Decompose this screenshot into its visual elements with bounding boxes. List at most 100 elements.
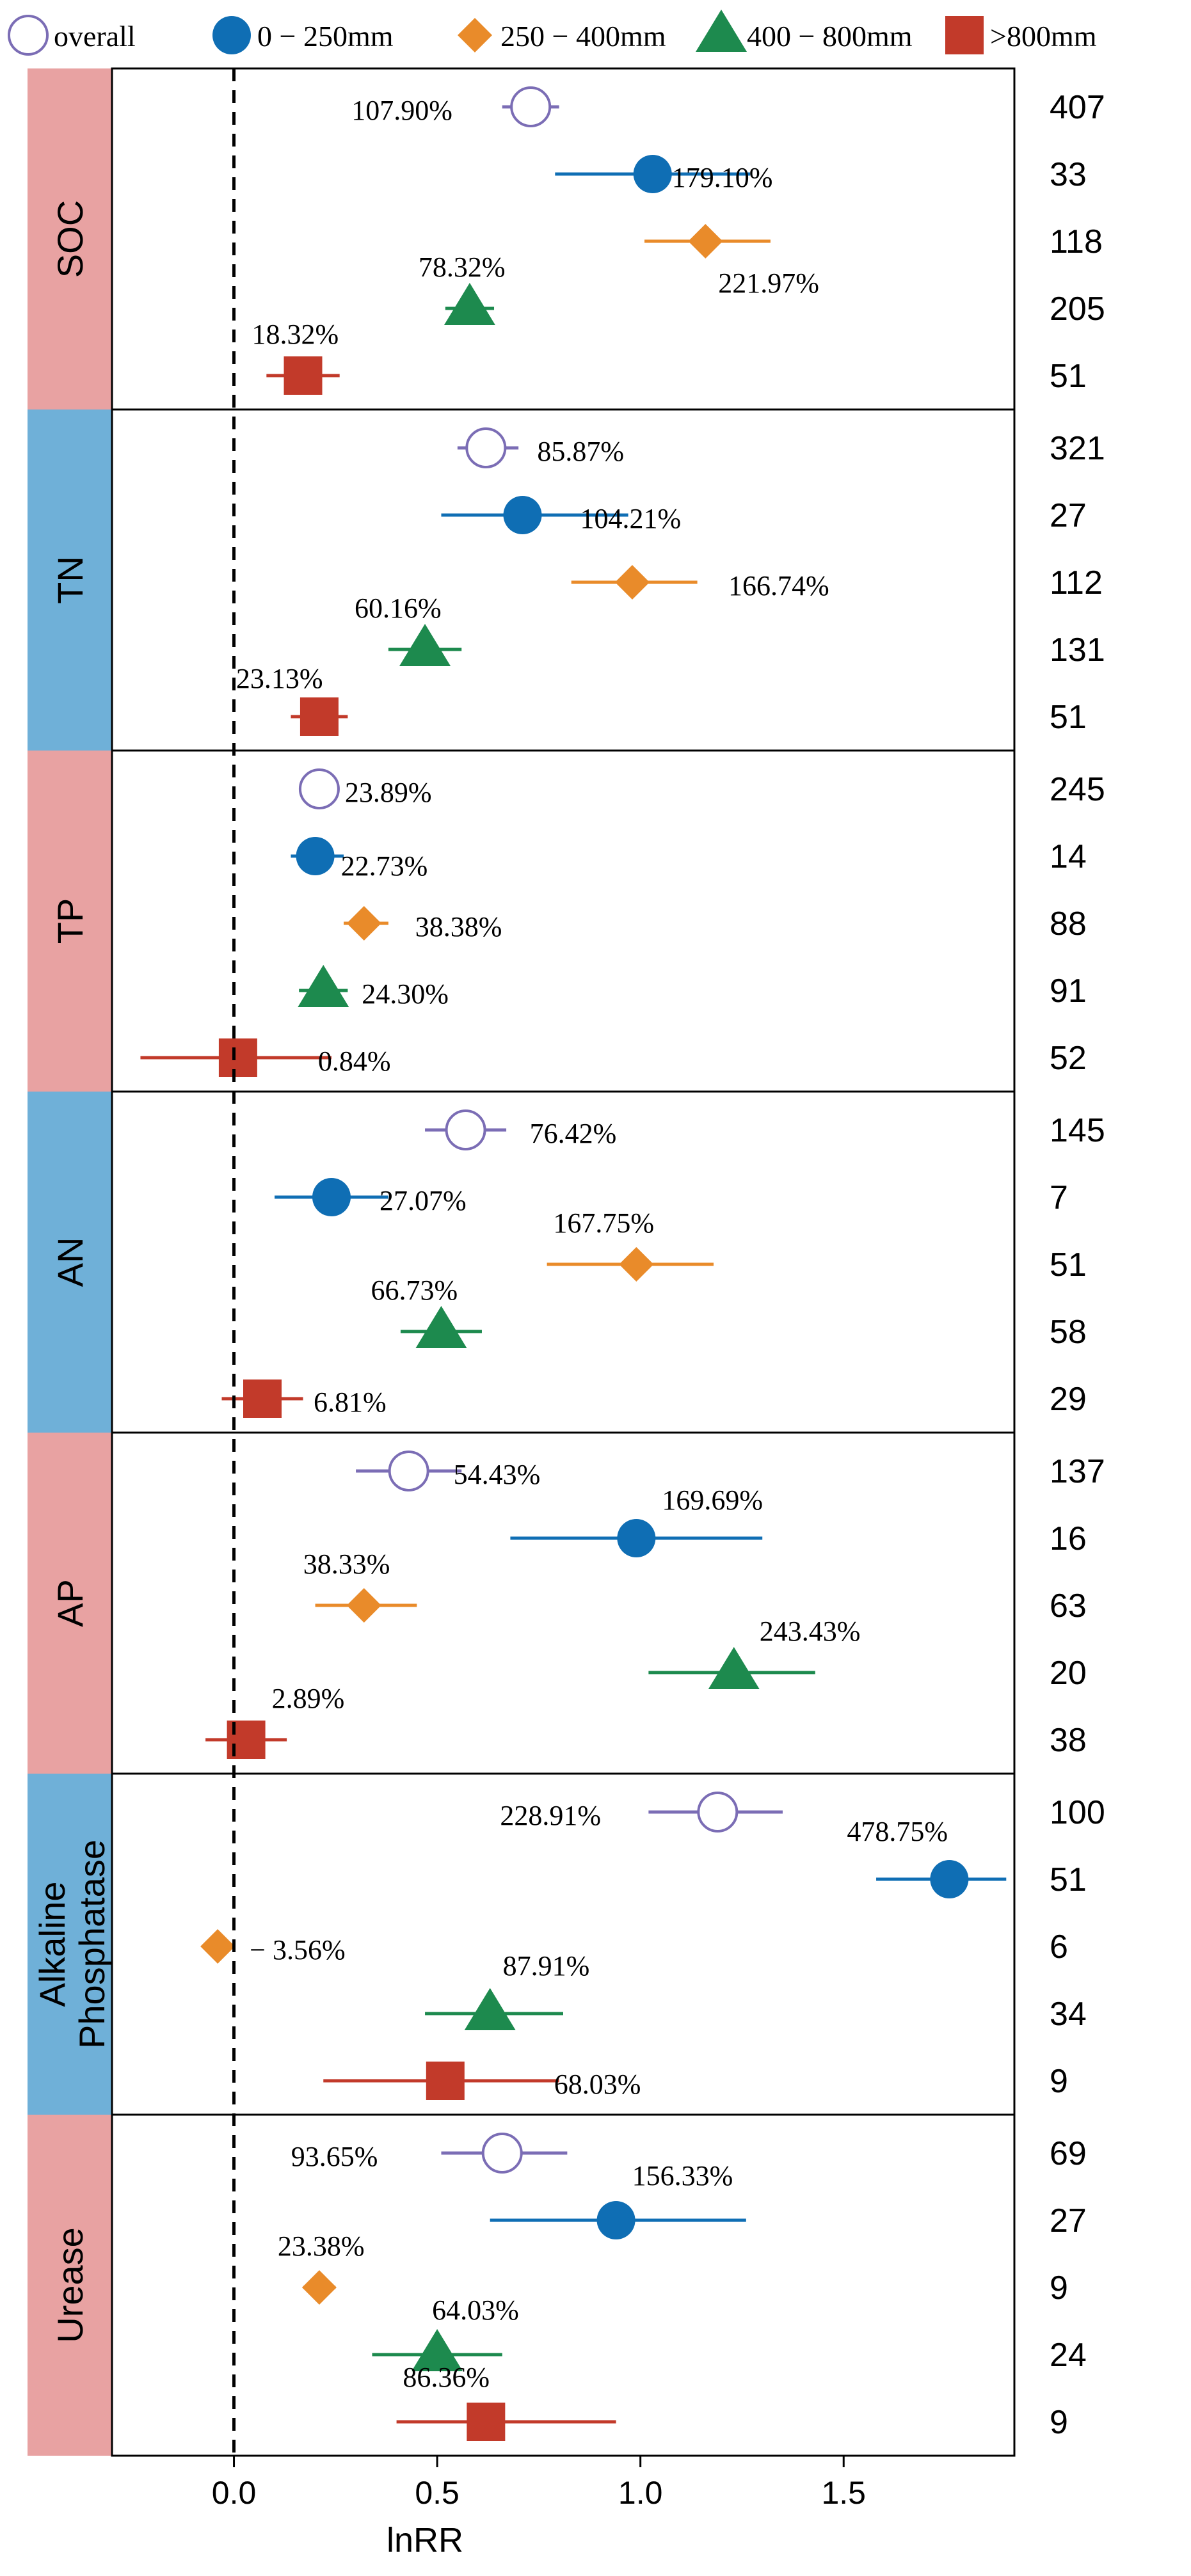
data-row-tn-g1: 104.21%: [441, 496, 681, 534]
point-marker: [619, 1247, 654, 1282]
strip-6: Urease: [28, 2115, 112, 2456]
point-marker: [399, 624, 451, 666]
data-row-tn-g2: 166.74%: [571, 565, 829, 601]
point-marker: [617, 1519, 656, 1557]
data-label: 18.32%: [252, 319, 339, 350]
data-row-alkaline-phosphatase-g4: 68.03%: [323, 2062, 641, 2100]
legend-label-g1: 0 − 250mm: [257, 20, 394, 52]
sample-size: 27: [1050, 2202, 1087, 2239]
strip-3: AN: [28, 1092, 112, 1433]
sample-size: 131: [1050, 632, 1105, 669]
panel-border-0: [111, 67, 1016, 411]
sample-size: 9: [1050, 2270, 1068, 2307]
data-label: 85.87%: [537, 436, 624, 467]
sample-size: 6: [1050, 1928, 1068, 1966]
strip-2: TP: [28, 751, 112, 1092]
x-axis-title: lnRR: [387, 2521, 463, 2559]
point-marker: [481, 2133, 523, 2174]
sample-size: 88: [1050, 905, 1087, 942]
strip-4: AP: [28, 1433, 112, 1774]
data-row-urease-g4: 86.36%: [396, 2362, 616, 2441]
legend-item-g4: >800mm: [945, 16, 1097, 54]
sample-size: 27: [1050, 497, 1087, 534]
sample-size: 58: [1050, 1314, 1087, 1351]
data-row-urease-g2: 23.38%: [278, 2230, 365, 2305]
data-label: 54.43%: [454, 1459, 541, 1490]
strip-label: Urease: [50, 2227, 90, 2343]
data-label: 68.03%: [554, 2069, 641, 2100]
strip-background: [28, 409, 112, 751]
data-label: 38.38%: [415, 911, 502, 942]
data-row-tn-g4: 23.13%: [236, 663, 348, 736]
data-label: 156.33%: [632, 2160, 733, 2191]
panel-strips: SOC TN TP AN AP AlkalinePhosphatase Urease: [28, 68, 112, 2456]
data-row-urease-g3: 64.03%: [372, 2294, 519, 2371]
sample-size: 20: [1050, 1655, 1087, 1692]
data-row-an-g3: 66.73%: [371, 1275, 482, 1348]
data-row-tp-overall: 23.89%: [298, 768, 432, 809]
point-marker: [688, 224, 723, 258]
strip-label-line: Urease: [50, 2227, 90, 2343]
strip-label: AN: [50, 1237, 90, 1287]
data-row-tn-overall: 85.87%: [457, 427, 624, 468]
data-row-tp-g2: 38.38%: [344, 906, 502, 942]
point-marker: [467, 2403, 506, 2441]
sample-size: 63: [1050, 1587, 1087, 1625]
data-label: 243.43%: [760, 1616, 861, 1647]
data-row-soc-overall: 107.90%: [351, 86, 559, 127]
strip-label-line: AP: [50, 1579, 90, 1627]
point-marker: [633, 155, 672, 193]
point-marker: [200, 1929, 236, 1964]
data-row-alkaline-phosphatase-g3: 87.91%: [425, 1950, 589, 2030]
point-marker: [596, 2201, 635, 2239]
sample-size: 33: [1050, 156, 1087, 193]
point-marker: [412, 2329, 463, 2371]
strip-label-line: Phosphatase: [72, 1840, 112, 2049]
data-label: 179.10%: [672, 162, 773, 193]
strip-5: AlkalinePhosphatase: [28, 1774, 112, 2115]
sample-size: 245: [1050, 771, 1105, 808]
data-label: 22.73%: [341, 850, 428, 882]
point-marker: [503, 496, 542, 534]
x-axis: 0.0 0.5 1.0 1.5 lnRR: [212, 2456, 866, 2559]
point-marker: [298, 768, 340, 809]
point-marker: [614, 565, 650, 600]
strip-label: TN: [50, 556, 90, 604]
legend-item-g3: 400 − 800mm: [696, 10, 913, 52]
data-label: 64.03%: [432, 2294, 519, 2326]
data-row-ap-overall: 54.43%: [356, 1451, 541, 1491]
strip-label-line: SOC: [50, 200, 90, 278]
data-row-tp-g3: 24.30%: [298, 965, 449, 1010]
sample-size: 34: [1050, 1996, 1087, 2033]
data-label: 27.07%: [380, 1185, 467, 1216]
data-row-tp-g1: 22.73%: [291, 837, 428, 882]
data-label: 169.69%: [662, 1484, 763, 1516]
point-marker: [312, 1178, 351, 1216]
sample-size: 407: [1050, 89, 1105, 126]
sample-size: 9: [1050, 2404, 1068, 2441]
data-label: 23.89%: [345, 777, 432, 808]
sample-size-column: 407 33 118 205 51 321 27 112 131 51 245 14 88 91 52 145…: [1050, 89, 1105, 2441]
sample-size: 112: [1050, 564, 1103, 601]
data-label: 38.33%: [303, 1548, 390, 1580]
legend-item-g1: 0 − 250mm: [212, 16, 394, 54]
data-label: 86.36%: [403, 2362, 490, 2393]
legend-marker-g2: [458, 18, 492, 52]
data-row-ap-g4: 2.89%: [205, 1683, 344, 1759]
point-marker: [465, 427, 507, 468]
point-marker: [284, 356, 323, 395]
data-label: 76.42%: [530, 1118, 617, 1149]
data-label: 87.91%: [503, 1950, 590, 1982]
sample-size: 38: [1050, 1722, 1087, 1759]
strip-label: AP: [50, 1579, 90, 1627]
sample-size: 118: [1050, 223, 1103, 260]
data-label: 6.81%: [314, 1387, 387, 1418]
point-marker: [301, 2270, 337, 2305]
data-row-soc-g2: 221.97%: [644, 224, 819, 299]
strip-label-line: TN: [50, 556, 90, 604]
legend: overall 0 − 250mm 250 − 400mm 400 − 800mm >8…: [8, 10, 1097, 56]
legend-label-overall: overall: [54, 20, 136, 52]
strip-background: [28, 1774, 112, 2115]
sample-size: 52: [1050, 1040, 1087, 1077]
data-row-alkaline-phosphatase-g2: − 3.56%: [200, 1929, 346, 1966]
